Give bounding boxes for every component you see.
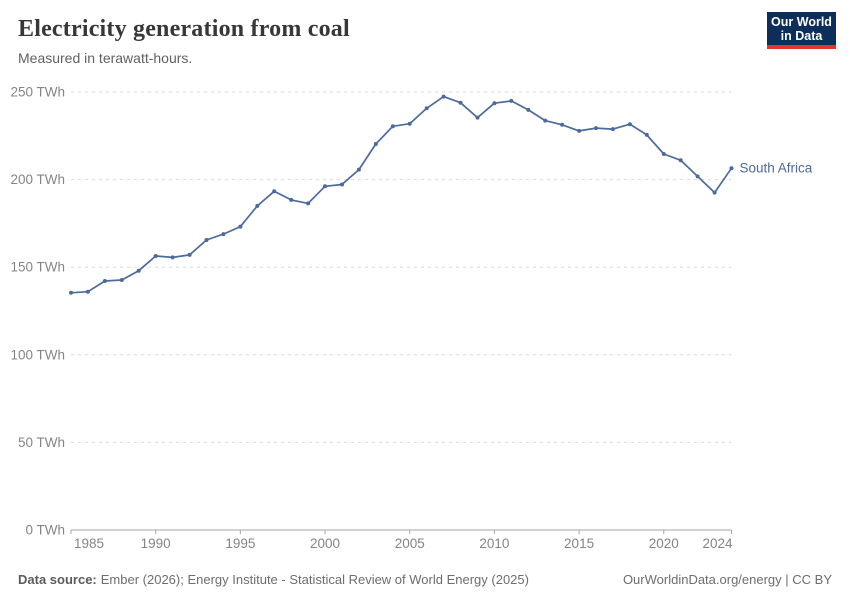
data-point-marker[interactable] — [526, 107, 531, 112]
data-point-marker[interactable] — [187, 252, 192, 257]
data-point-marker[interactable] — [373, 142, 378, 146]
data-point-marker[interactable] — [492, 101, 497, 106]
data-point-marker[interactable] — [729, 166, 734, 171]
page-subtitle: Measured in terawatt-hours. — [18, 50, 193, 66]
chart-footer: Data source: Ember (2026); Energy Institu… — [0, 566, 850, 592]
series-label-south-africa[interactable]: South Africa — [740, 161, 813, 176]
x-tick-label: 2010 — [479, 536, 509, 551]
x-tick-label: 2024 — [702, 536, 733, 551]
y-tick-label: 50 TWh — [18, 435, 65, 450]
page-title: Electricity generation from coal — [18, 16, 350, 42]
y-tick-label: 150 TWh — [10, 260, 65, 275]
x-tick-label: 2005 — [395, 536, 425, 551]
y-tick-label: 100 TWh — [10, 347, 65, 362]
data-point-marker[interactable] — [577, 128, 582, 133]
data-point-marker[interactable] — [204, 238, 209, 242]
x-tick-label: 1995 — [225, 536, 255, 551]
x-tick-label: 2000 — [310, 536, 340, 551]
y-tick-label: 250 TWh — [10, 85, 65, 100]
data-point-marker[interactable] — [543, 118, 548, 123]
data-point-marker[interactable] — [136, 268, 141, 273]
data-point-marker[interactable] — [340, 182, 344, 187]
data-point-marker[interactable] — [153, 254, 158, 258]
data-point-marker[interactable] — [390, 124, 395, 129]
x-tick-label: 1985 — [74, 536, 104, 551]
y-tick-label: 200 TWh — [10, 172, 65, 187]
y-tick-label: 0 TWh — [25, 523, 65, 538]
data-point-marker[interactable] — [678, 158, 683, 163]
footer-data-source: Data source: Ember (2026); Energy Institu… — [18, 572, 529, 587]
data-point-marker[interactable] — [272, 189, 277, 194]
owid-logo-line2: in Data — [780, 28, 823, 43]
data-point-marker[interactable] — [509, 98, 514, 103]
data-point-marker[interactable] — [221, 232, 226, 237]
data-point-marker[interactable] — [644, 132, 649, 137]
data-point-marker[interactable] — [289, 197, 294, 202]
footer-license-link[interactable]: OurWorldinData.org/energy | CC BY — [622, 571, 832, 587]
data-point-marker[interactable] — [610, 127, 615, 132]
data-point-marker[interactable] — [119, 278, 124, 282]
data-point-marker[interactable] — [255, 203, 260, 208]
data-point-marker[interactable] — [594, 126, 598, 131]
data-point-marker[interactable] — [306, 201, 311, 206]
data-point-marker[interactable] — [356, 167, 361, 172]
data-point-marker[interactable] — [441, 94, 446, 99]
data-point-marker[interactable] — [661, 152, 666, 156]
owid-logo[interactable]: Our World in Data — [767, 12, 836, 49]
data-point-marker[interactable] — [458, 100, 463, 105]
data-source-text: Ember (2026); Energy Institute - Statist… — [100, 571, 529, 587]
data-point-marker[interactable] — [475, 115, 480, 120]
data-point-marker[interactable] — [424, 106, 429, 111]
x-tick-label: 1990 — [141, 536, 171, 551]
data-point-marker[interactable] — [323, 184, 327, 189]
data-point-marker[interactable] — [712, 190, 717, 195]
data-point-marker[interactable] — [238, 224, 243, 229]
data-point-marker[interactable] — [407, 121, 412, 126]
data-point-marker[interactable] — [102, 279, 107, 283]
x-tick-label: 2020 — [649, 536, 679, 551]
data-point-marker[interactable] — [170, 255, 175, 260]
data-point-marker[interactable] — [627, 122, 632, 127]
owid-logo-line1: Our World — [771, 14, 832, 29]
data-point-marker[interactable] — [69, 290, 73, 295]
data-source-label: Data source: — [18, 571, 97, 587]
data-point-marker[interactable] — [560, 122, 565, 127]
series-line-south-africa[interactable] — [70, 95, 733, 294]
data-point-marker[interactable] — [695, 174, 700, 179]
data-point-marker[interactable] — [85, 289, 90, 294]
x-tick-label: 2015 — [564, 536, 594, 551]
